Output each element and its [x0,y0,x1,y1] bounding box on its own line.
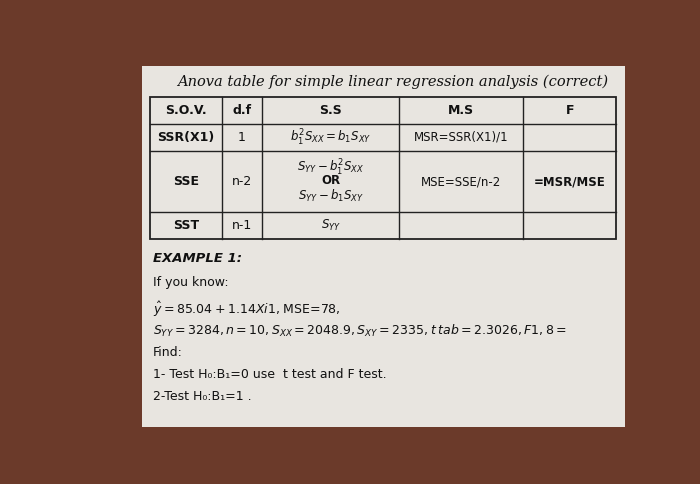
Text: SST: SST [173,219,199,232]
Text: 1- Test H₀:B₁=0 use  t test and F test.: 1- Test H₀:B₁=0 use t test and F test. [153,368,386,381]
Text: $b_1^2S_{XX} = b_1S_{XY}$: $b_1^2S_{XX} = b_1S_{XY}$ [290,127,371,148]
Text: S.S: S.S [319,104,342,117]
Bar [150,97,617,239]
Text: n-2: n-2 [232,175,252,188]
Text: Anova table for simple linear regression analysis (correct): Anova table for simple linear regression… [177,75,608,89]
Text: OR: OR [321,174,340,187]
Text: EXAMPLE 1:: EXAMPLE 1: [153,252,241,265]
Text: $S_{YY}$: $S_{YY}$ [321,218,341,233]
Bar [141,65,624,427]
Text: $S_{YY} - b_1S_{XY}$: $S_{YY} - b_1S_{XY}$ [298,188,364,204]
Text: n-1: n-1 [232,219,252,232]
Text: $\hat{y} = 85.04 + 1.14Xi1$, MSE=78,: $\hat{y} = 85.04 + 1.14Xi1$, MSE=78, [153,300,340,318]
Text: M.S: M.S [448,104,475,117]
Text: Find:: Find: [153,346,183,359]
Text: d.f: d.f [232,104,251,117]
Text: 1: 1 [238,131,246,144]
Text: If you know:: If you know: [153,276,228,289]
Text: MSR=SSR(X1)/1: MSR=SSR(X1)/1 [414,131,509,144]
Text: F: F [566,104,574,117]
Text: S.O.V.: S.O.V. [165,104,207,117]
Text: $S_{YY} - b_1^2S_{XX}$: $S_{YY} - b_1^2S_{XX}$ [297,157,364,178]
Text: 2-Test H₀:B₁=1 .: 2-Test H₀:B₁=1 . [153,390,251,403]
Text: =MSR/MSE: =MSR/MSE [534,175,606,188]
Text: MSE=SSE/n-2: MSE=SSE/n-2 [421,175,501,188]
Text: SSE: SSE [173,175,199,188]
Text: SSR(X1): SSR(X1) [158,131,215,144]
Text: $S_{YY} = 3284, n = 10, S_{XX} = 2048.9, S_{XY} = 2335, t\: tab = 2.3026, F1, 8 : $S_{YY} = 3284, n = 10, S_{XX} = 2048.9,… [153,323,566,339]
